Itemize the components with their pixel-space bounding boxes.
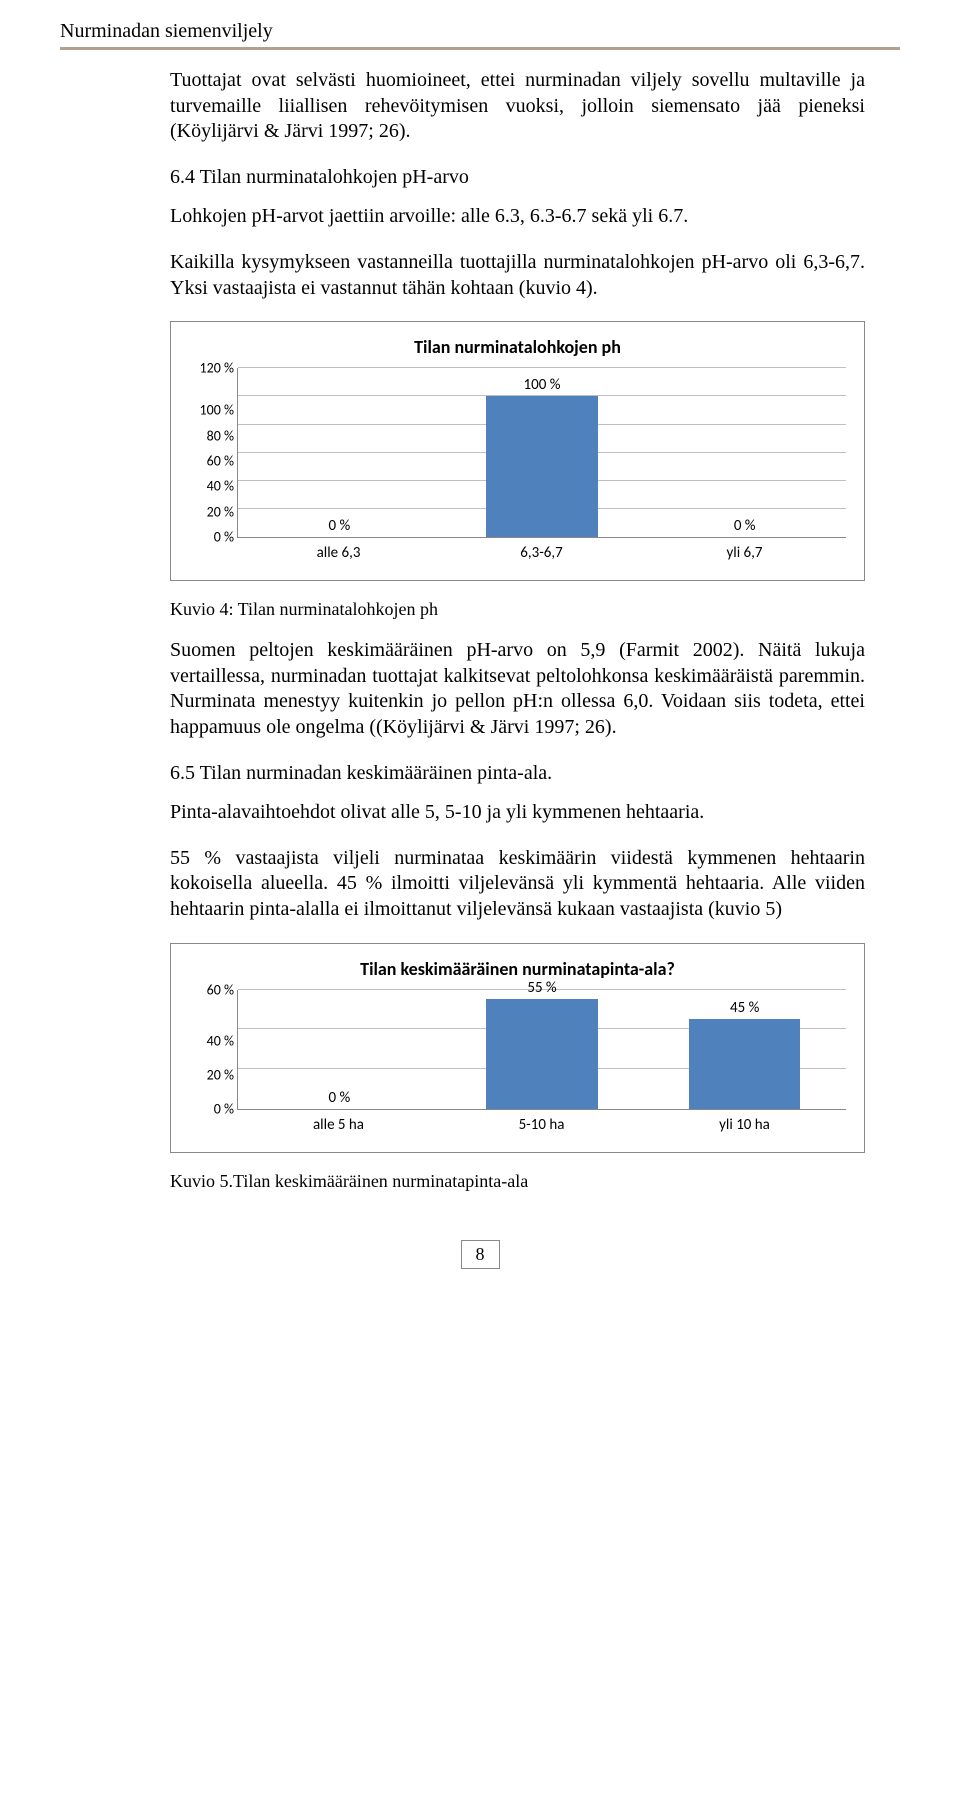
chart-area-size: Tilan keskimääräinen nurminatapinta-ala?…	[170, 943, 865, 1153]
section-heading-65: 6.5 Tilan nurminadan keskimääräinen pint…	[170, 761, 865, 787]
paragraph: Tuottajat ovat selvästi huomioineet, ett…	[170, 68, 865, 145]
bar-cell: 0 %	[238, 368, 441, 537]
x-tick-label: alle 6,3	[237, 544, 440, 562]
x-tick-label: 6,3-6,7	[440, 544, 643, 562]
chart-title: Tilan nurminatalohkojen ph	[189, 336, 846, 358]
chart-x-axis: alle 6,36,3-6,7yli 6,7	[237, 544, 846, 562]
bar-cell: 0 %	[643, 368, 846, 537]
y-tick-label: 20 %	[190, 503, 234, 520]
y-tick-label: 80 %	[190, 427, 234, 444]
bars-row: 0 % 100 % 0 %	[238, 368, 846, 537]
y-tick-label: 0 %	[190, 1100, 234, 1117]
header-divider	[60, 47, 900, 50]
bar-cell: 45 %	[643, 990, 846, 1109]
bar: 100 %	[486, 396, 597, 537]
bar-cell: 0 %	[238, 990, 441, 1109]
chart-ph: Tilan nurminatalohkojen ph 120 % 100 % 80 …	[170, 321, 865, 581]
doc-header-title: Nurminadan siemenviljely	[60, 20, 900, 43]
x-tick-label: 5-10 ha	[440, 1116, 643, 1134]
y-tick-label: 100 %	[190, 402, 234, 419]
x-tick-label: yli 10 ha	[643, 1116, 846, 1134]
chart-title: Tilan keskimääräinen nurminatapinta-ala?	[189, 958, 846, 980]
bar-cell: 100 %	[441, 368, 644, 537]
page-number: 8	[461, 1240, 500, 1269]
bar-value-label: 0 %	[328, 517, 350, 535]
chart-y-axis: 120 %100 %80 %60 %40 %20 %0 %	[190, 368, 234, 537]
paragraph: 55 % vastaajista viljeli nurminataa kesk…	[170, 846, 865, 923]
figure-caption: Kuvio 5.Tilan keskimääräinen nurminatapi…	[170, 1171, 865, 1192]
x-tick-label: yli 6,7	[643, 544, 846, 562]
y-tick-label: 0 %	[190, 529, 234, 546]
y-tick-label: 60 %	[190, 981, 234, 998]
chart-x-axis: alle 5 ha5-10 hayli 10 ha	[237, 1116, 846, 1134]
page-number-container: 8	[60, 1240, 900, 1269]
paragraph: Kaikilla kysymykseen vastanneilla tuotta…	[170, 250, 865, 301]
x-tick-label: alle 5 ha	[237, 1116, 440, 1134]
bar-value-label: 45 %	[730, 999, 759, 1017]
bar-value-label: 0 %	[328, 1089, 350, 1107]
paragraph: Lohkojen pH-arvot jaettiin arvoille: all…	[170, 204, 865, 230]
bar: 55 %	[486, 999, 597, 1108]
content-column: Tuottajat ovat selvästi huomioineet, ett…	[60, 68, 900, 1192]
chart-plot: 0 % 55 % 45 %	[238, 990, 846, 1109]
bar-value-label: 0 %	[734, 517, 756, 535]
y-tick-label: 20 %	[190, 1066, 234, 1083]
y-tick-label: 60 %	[190, 453, 234, 470]
bar-value-label: 100 %	[524, 376, 561, 394]
section-heading-64: 6.4 Tilan nurminatalohkojen pH-arvo	[170, 165, 865, 191]
bar-value-label: 55 %	[527, 979, 556, 997]
bar: 45 %	[689, 1019, 800, 1108]
y-tick-label: 40 %	[190, 1032, 234, 1049]
bars-row: 0 % 55 % 45 %	[238, 990, 846, 1109]
bar-cell: 55 %	[441, 990, 644, 1109]
chart-y-axis: 60 %40 %20 %0 %	[190, 990, 234, 1109]
chart-plot-area: 60 %40 %20 %0 % 0 %55 %45 %	[237, 990, 846, 1110]
y-tick-label: 120 %	[190, 360, 234, 377]
figure-caption: Kuvio 4: Tilan nurminatalohkojen ph	[170, 599, 865, 620]
paragraph: Pinta-alavaihtoehdot olivat alle 5, 5-10…	[170, 800, 865, 826]
paragraph: Suomen peltojen keskimääräinen pH-arvo o…	[170, 638, 865, 740]
y-tick-label: 40 %	[190, 478, 234, 495]
chart-plot-area: 120 %100 %80 %60 %40 %20 %0 % 0 %100 %0 …	[237, 368, 846, 538]
chart-plot: 0 % 100 % 0 %	[238, 368, 846, 537]
